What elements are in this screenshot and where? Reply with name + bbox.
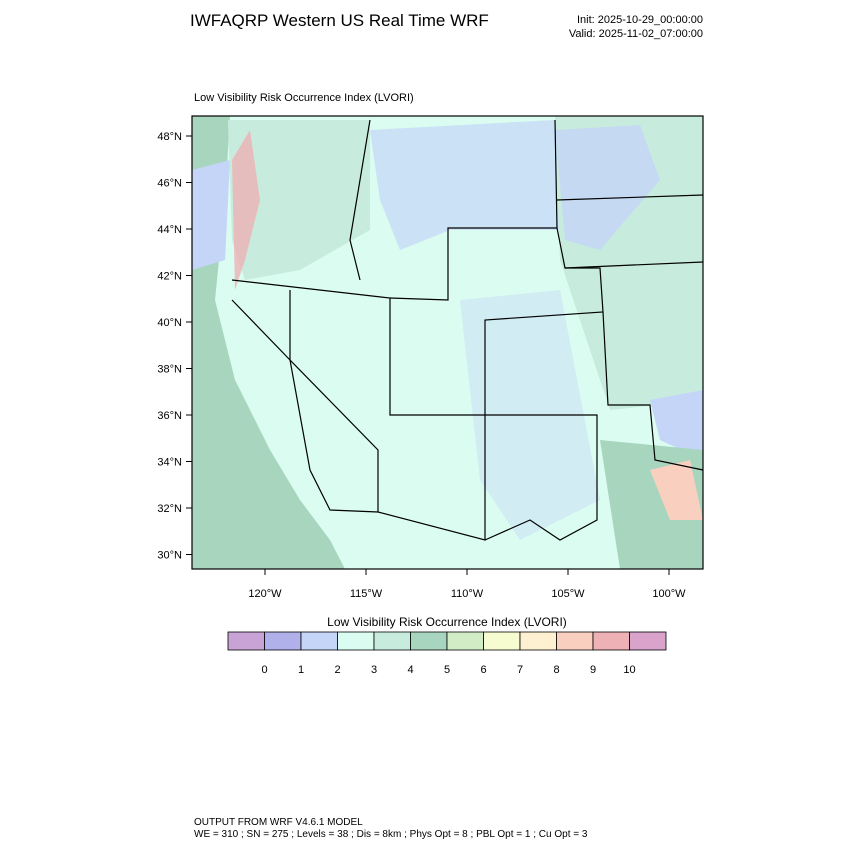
lon-label: 100°W [652, 588, 686, 600]
footer-line: OUTPUT FROM WRF V4.6.1 MODEL [194, 817, 363, 828]
lon-label: 120°W [248, 588, 282, 600]
colorbar-box [227, 631, 265, 651]
colorbar-label: 0 [261, 664, 267, 676]
lat-label: 36°N [157, 410, 182, 422]
map-subtitle: Low Visibility Risk Occurrence Index (LV… [194, 92, 414, 104]
colorbar-label: 10 [623, 664, 635, 676]
lat-label: 38°N [157, 364, 182, 376]
init-time: Init: 2025-10-29_00:00:00 [577, 14, 703, 26]
colorbar-box [483, 631, 521, 651]
footer-line: WE = 310 ; SN = 275 ; Levels = 38 ; Dis … [194, 829, 588, 840]
colorbar-box [446, 631, 484, 651]
lat-label: 42°N [157, 271, 182, 283]
lat-label: 34°N [157, 457, 182, 469]
colorbar-box [556, 631, 594, 651]
colorbar-label: 6 [480, 664, 486, 676]
colorbar-label: 5 [444, 664, 450, 676]
title: IWFAQRP Western US Real Time WRF [190, 11, 489, 30]
colorbar-title: Low Visibility Risk Occurrence Index (LV… [327, 615, 567, 629]
colorbar-label: 7 [517, 664, 523, 676]
lon-label: 110°W [451, 588, 484, 600]
colorbar-box [410, 631, 448, 651]
colorbar-box [300, 631, 338, 651]
lat-label: 44°N [157, 224, 182, 236]
lon-label: 115°W [350, 588, 383, 600]
colorbar-box [373, 631, 411, 651]
map-field [191, 115, 704, 570]
lat-label: 32°N [157, 503, 182, 515]
colorbar-label: 8 [553, 664, 559, 676]
colorbar-box [264, 631, 302, 651]
colorbar-label: 2 [334, 664, 340, 676]
colorbar-label: 9 [590, 664, 596, 676]
colorbar-box [519, 631, 557, 651]
colorbar-box [592, 631, 630, 651]
colorbar-box [629, 631, 667, 651]
lat-label: 30°N [157, 550, 182, 562]
lon-label: 105°W [551, 588, 585, 600]
lat-label: 40°N [157, 317, 182, 329]
lat-label: 48°N [157, 131, 182, 143]
valid-time: Valid: 2025-11-02_07:00:00 [569, 28, 703, 40]
colorbar-box [337, 631, 375, 651]
lat-label: 46°N [157, 178, 182, 190]
colorbar-label: 4 [407, 664, 413, 676]
colorbar-label: 1 [298, 664, 304, 676]
colorbar-label: 3 [371, 664, 377, 676]
